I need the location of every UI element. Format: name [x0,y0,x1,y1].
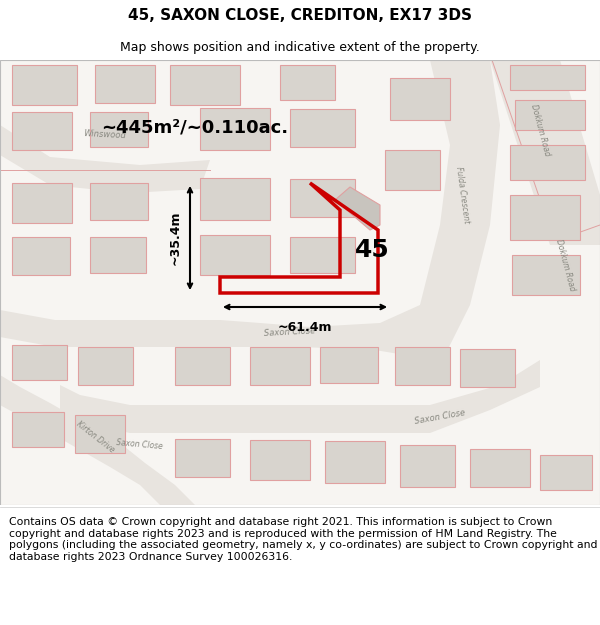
Bar [460,349,515,387]
Bar [175,347,230,385]
Bar [515,100,585,130]
Text: ~61.4m: ~61.4m [278,321,332,334]
Bar [175,439,230,477]
Bar [320,347,378,383]
Bar [280,65,335,100]
Polygon shape [405,60,500,355]
Polygon shape [60,360,540,433]
Text: Fulda Crescent: Fulda Crescent [454,166,470,224]
Bar [400,445,455,487]
Text: Contains OS data © Crown copyright and database right 2021. This information is : Contains OS data © Crown copyright and d… [9,517,598,562]
Bar [510,195,580,240]
Text: Map shows position and indicative extent of the property.: Map shows position and indicative extent… [120,41,480,54]
Bar [95,65,155,103]
Text: ~445m²/~0.110ac.: ~445m²/~0.110ac. [101,118,289,136]
Text: 45, SAXON CLOSE, CREDITON, EX17 3DS: 45, SAXON CLOSE, CREDITON, EX17 3DS [128,8,472,22]
Bar [90,237,146,273]
Text: 45: 45 [355,238,389,262]
Polygon shape [490,60,600,245]
Text: Kirton Drive: Kirton Drive [74,419,116,454]
Bar [290,179,355,217]
Polygon shape [0,375,195,505]
Text: ~35.4m: ~35.4m [169,211,182,265]
Bar [290,109,355,147]
Bar [510,65,585,90]
Bar [90,112,148,147]
Bar [385,150,440,190]
Bar [75,415,125,453]
Text: Saxon Close: Saxon Close [264,326,316,338]
Bar [510,145,585,180]
Bar [12,65,77,105]
Text: Saxon Close: Saxon Close [414,408,466,426]
Bar [512,255,580,295]
Bar [200,108,270,150]
Bar [250,440,310,480]
Bar [390,78,450,120]
Bar [200,235,270,275]
Bar [250,347,310,385]
Bar [395,347,450,385]
Bar [78,347,133,385]
Bar [200,178,270,220]
Bar [12,345,67,380]
Text: Dokkum Road: Dokkum Road [529,103,551,157]
Bar [90,183,148,220]
Text: Dokkum Road: Dokkum Road [554,238,576,292]
Bar [540,455,592,490]
Polygon shape [0,280,445,355]
Bar [325,441,385,483]
Text: Saxon Close: Saxon Close [116,439,164,451]
Bar [12,412,64,447]
Text: Winswood: Winswood [83,129,127,141]
Bar [12,112,72,150]
Bar [470,449,530,487]
Polygon shape [0,125,210,193]
Bar [12,183,72,223]
Polygon shape [335,187,380,230]
Bar [12,237,70,275]
Bar [170,65,240,105]
Bar [290,237,355,273]
